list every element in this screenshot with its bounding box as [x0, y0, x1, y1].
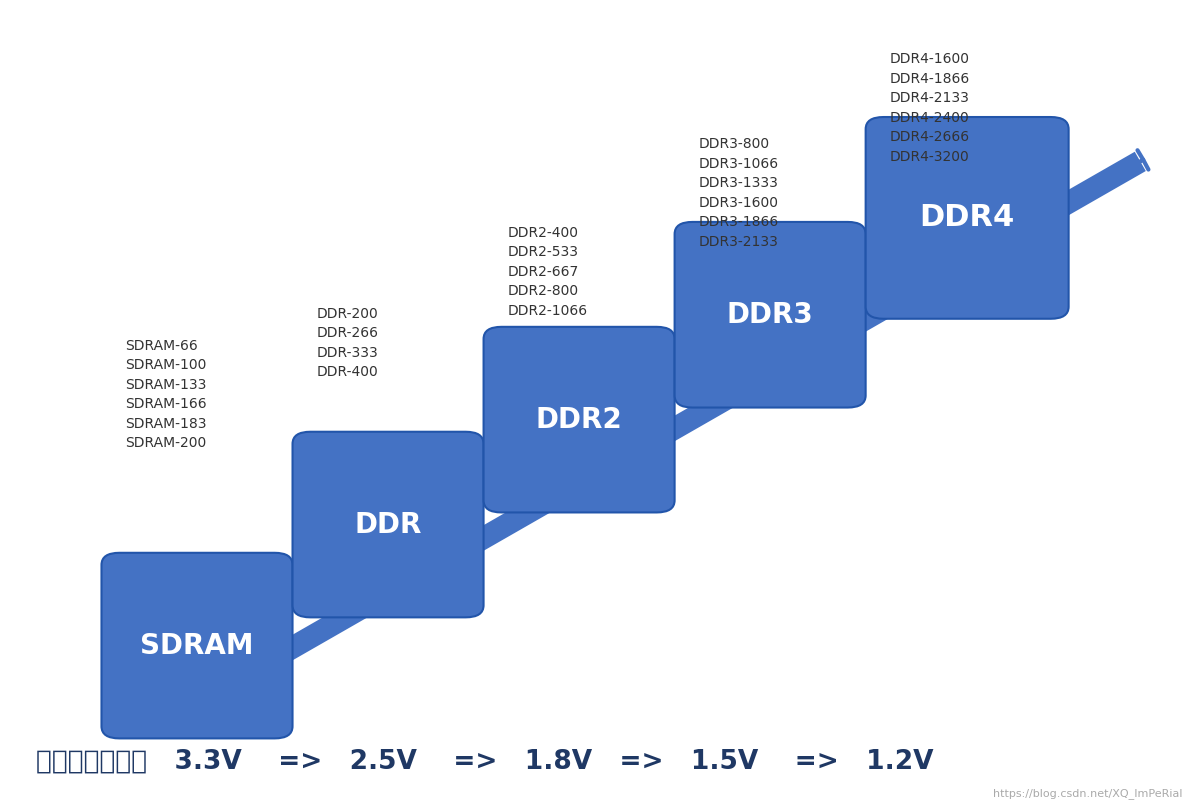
Text: SDRAM-66
SDRAM-100
SDRAM-133
SDRAM-166
SDRAM-183
SDRAM-200: SDRAM-66 SDRAM-100 SDRAM-133 SDRAM-166 S… — [125, 339, 207, 450]
Text: DDR4: DDR4 — [919, 203, 1015, 232]
Text: 输入输出电压：   3.3V    =>   2.5V    =>   1.8V   =>   1.5V    =>   1.2V: 输入输出电压： 3.3V => 2.5V => 1.8V => 1.5V => … — [36, 749, 934, 775]
FancyBboxPatch shape — [293, 432, 484, 617]
Text: DDR2: DDR2 — [536, 406, 622, 433]
Text: DDR2-400
DDR2-533
DDR2-667
DDR2-800
DDR2-1066: DDR2-400 DDR2-533 DDR2-667 DDR2-800 DDR2… — [507, 226, 587, 318]
Text: https://blog.csdn.net/XQ_ImPeRial: https://blog.csdn.net/XQ_ImPeRial — [992, 788, 1182, 799]
Text: DDR: DDR — [355, 511, 421, 538]
FancyBboxPatch shape — [484, 327, 675, 512]
Text: SDRAM: SDRAM — [140, 632, 254, 659]
Text: DDR3-800
DDR3-1066
DDR3-1333
DDR3-1600
DDR3-1866
DDR3-2133: DDR3-800 DDR3-1066 DDR3-1333 DDR3-1600 D… — [698, 137, 778, 249]
FancyBboxPatch shape — [866, 117, 1069, 319]
FancyBboxPatch shape — [101, 553, 293, 738]
Text: DDR3: DDR3 — [727, 301, 813, 328]
Text: DDR4-1600
DDR4-1866
DDR4-2133
DDR4-2400
DDR4-2666
DDR4-3200: DDR4-1600 DDR4-1866 DDR4-2133 DDR4-2400 … — [890, 52, 970, 164]
Text: DDR-200
DDR-266
DDR-333
DDR-400: DDR-200 DDR-266 DDR-333 DDR-400 — [316, 307, 378, 379]
FancyBboxPatch shape — [675, 222, 866, 408]
